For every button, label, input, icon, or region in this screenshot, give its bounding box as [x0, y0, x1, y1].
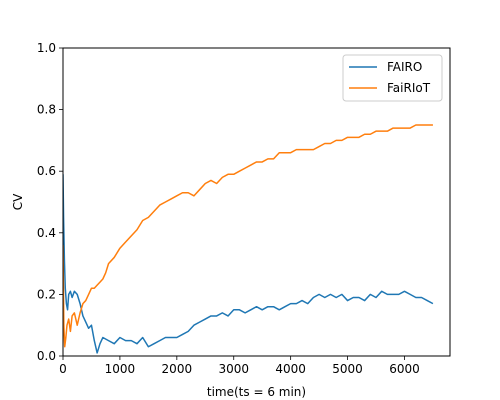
x-tick-label: 3000 — [218, 362, 249, 376]
x-tick-label: 5000 — [332, 362, 363, 376]
y-tick-label: 0.8 — [37, 103, 56, 117]
plot-frame — [62, 47, 451, 357]
y-tick-label: 0.2 — [37, 287, 56, 301]
x-axis: 0 1000 2000 3000 4000 5000 6000 — [59, 356, 420, 376]
x-tick-label: 1000 — [105, 362, 136, 376]
x-axis-label: time(ts = 6 min) — [207, 385, 306, 399]
x-tick-label: 4000 — [275, 362, 306, 376]
legend: FAIRO FaiRIoT — [342, 54, 443, 102]
y-tick-label: 0.0 — [37, 349, 56, 363]
series-layer — [63, 124, 434, 354]
x-tick-label: 6000 — [389, 362, 420, 376]
legend-label-fairo: FAIRO — [387, 60, 422, 74]
y-tick-label: 0.6 — [37, 164, 56, 178]
series-line-fairo — [63, 174, 434, 354]
legend-label-fairiot: FaiRIoT — [387, 81, 431, 95]
series-line-fairiot — [63, 124, 433, 348]
y-axis-label: CV — [11, 193, 25, 210]
y-tick-label: 0.4 — [37, 226, 56, 240]
x-tick-label: 0 — [59, 362, 67, 376]
x-tick-label: 2000 — [162, 362, 193, 376]
y-axis: 0.0 0.2 0.4 0.6 0.8 1.0 — [37, 41, 63, 363]
y-tick-label: 1.0 — [37, 41, 56, 55]
